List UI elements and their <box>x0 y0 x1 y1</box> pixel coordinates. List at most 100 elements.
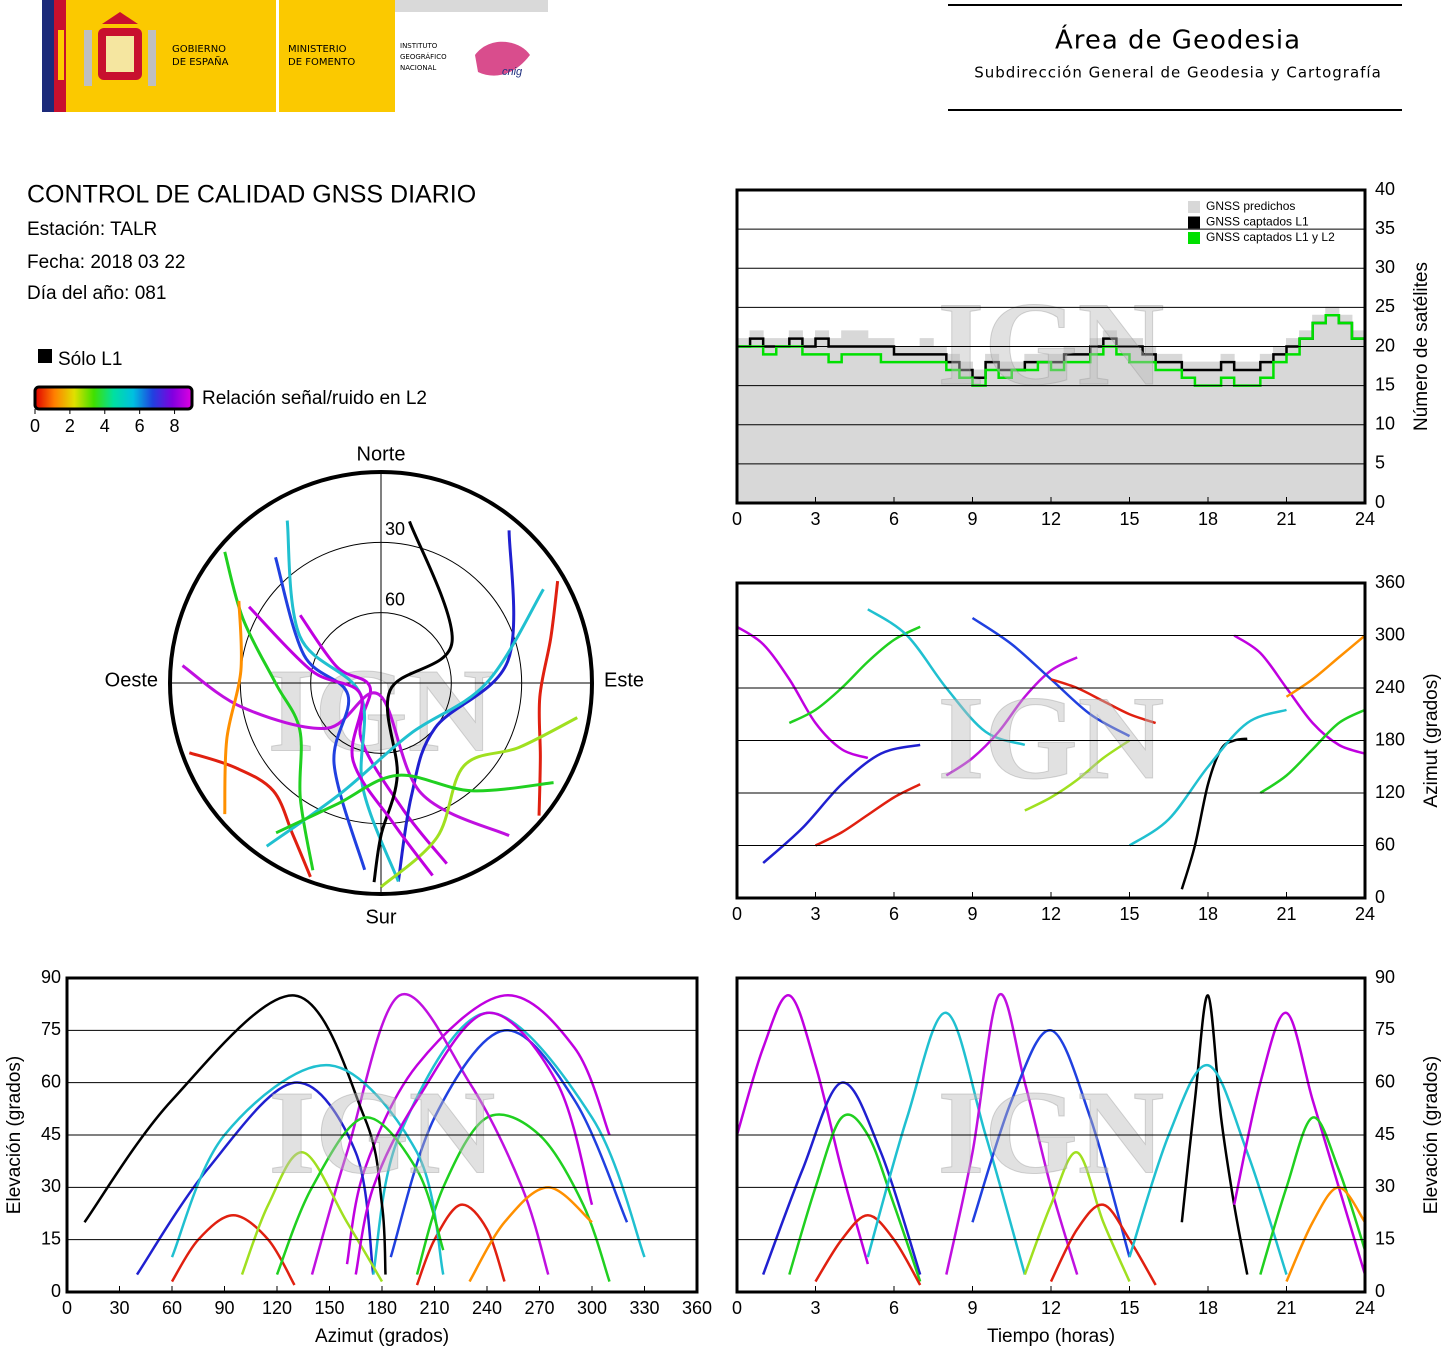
legend-swatch <box>1188 201 1200 213</box>
x-tick-label: 330 <box>629 1298 659 1318</box>
area-title: Área de Geodesia <box>1055 24 1301 56</box>
satellite-track <box>1259 708 1365 795</box>
y-tick-label: 15 <box>41 1228 61 1248</box>
x-tick-label: 18 <box>1198 1298 1218 1318</box>
satellite-track <box>737 994 870 1265</box>
x-tick-label: 150 <box>314 1298 344 1318</box>
legend-swatch <box>1188 232 1200 244</box>
watermark: IGN <box>938 671 1165 804</box>
satellite-track <box>223 600 243 815</box>
tracks <box>181 520 578 889</box>
plot-frame <box>735 188 1367 505</box>
x-tick-label: 0 <box>62 1298 72 1318</box>
satellite-track <box>298 614 448 865</box>
y-tick-label: 60 <box>1375 834 1395 854</box>
satellite-track <box>1285 634 1365 698</box>
day-of-year: Día del año: 081 <box>27 283 166 304</box>
series-line <box>737 313 1365 387</box>
colorbar-tick-label: 6 <box>135 416 145 436</box>
watermark: IGN <box>938 277 1165 410</box>
x-tick-label: 120 <box>262 1298 292 1318</box>
satellite-track <box>415 1203 506 1286</box>
y-tick-label: 45 <box>41 1124 61 1144</box>
x-tick-label: 210 <box>419 1298 449 1318</box>
x-tick-label: 18 <box>1198 904 1218 924</box>
direction-label: Oeste <box>105 669 158 691</box>
plot-frame <box>735 581 1367 900</box>
y-tick-label: 75 <box>41 1019 61 1039</box>
colorbar-tick-label: 8 <box>170 416 180 436</box>
x-tick-label: 21 <box>1276 1298 1296 1318</box>
y-axis-label: Número de satélites <box>1411 262 1432 431</box>
y-tick-label: 35 <box>1375 218 1395 238</box>
y-tick-label: 30 <box>41 1176 61 1196</box>
direction-label: Este <box>604 669 644 691</box>
y-axis-label: Azimut (grados) <box>1421 673 1442 807</box>
x-tick-label: 21 <box>1276 904 1296 924</box>
plot-area <box>737 608 1365 890</box>
colorbar-label: Relación señal/ruido en L2 <box>202 388 427 409</box>
watermark: IGN <box>269 1066 496 1199</box>
r-tick-label: 60 <box>385 589 405 609</box>
satellite-track <box>537 580 560 816</box>
y-tick-label: 60 <box>41 1071 61 1091</box>
plot-frame <box>65 976 699 1294</box>
satellite-track <box>737 625 869 760</box>
station: Estación: TALR <box>27 219 157 240</box>
x-tick-label: 15 <box>1119 904 1139 924</box>
x-tick-label: 15 <box>1119 1298 1139 1318</box>
x-tick-label: 9 <box>967 509 977 529</box>
satellite-track <box>761 1081 922 1275</box>
satellite-track <box>1024 739 1131 812</box>
satellite-track <box>468 1186 593 1283</box>
x-tick-label: 9 <box>967 1298 977 1318</box>
y-tick-label: 45 <box>1375 1124 1395 1144</box>
x-tick-label: 0 <box>732 509 742 529</box>
satellite-track <box>354 1011 594 1275</box>
r-tick-label: 30 <box>385 519 405 539</box>
x-tick-label: 24 <box>1355 509 1375 529</box>
x-tick-label: 0 <box>732 904 742 924</box>
x-tick-label: 6 <box>889 509 899 529</box>
satellite-track <box>380 716 578 889</box>
direction-label: Norte <box>357 443 406 465</box>
satellite-track <box>1128 1063 1288 1275</box>
ministry-label: MINISTERIO <box>288 44 347 55</box>
y-tick-label: 30 <box>1375 1176 1395 1196</box>
satellite-track <box>83 994 387 1275</box>
y-tick-label: 40 <box>1375 179 1395 199</box>
plot-frame <box>735 976 1367 1294</box>
y-tick-label: 20 <box>1375 335 1395 355</box>
gov-label: GOBIERNO <box>172 44 226 55</box>
satellite-track <box>945 656 1078 777</box>
y-tick-label: 240 <box>1375 677 1405 697</box>
satellite-track <box>1180 737 1248 890</box>
x-axis-label: Azimut (grados) <box>315 1326 449 1347</box>
government-logo <box>42 0 548 112</box>
x-tick-label: 18 <box>1198 509 1218 529</box>
satellite-track <box>415 1113 611 1282</box>
x-tick-label: 90 <box>214 1298 234 1318</box>
ministry-label: DE FOMENTO <box>288 57 355 68</box>
y-tick-label: 180 <box>1375 729 1405 749</box>
x-tick-label: 24 <box>1355 1298 1375 1318</box>
cnig-label: cnig <box>502 66 523 78</box>
satellite-track <box>396 530 516 882</box>
y-tick-label: 75 <box>1375 1019 1395 1039</box>
satellite-track <box>265 588 545 848</box>
satellite-track <box>1259 1116 1365 1275</box>
y-tick-label: 360 <box>1375 572 1405 592</box>
y-tick-label: 5 <box>1375 453 1385 473</box>
y-axis-label: Elevación (grados) <box>4 1056 25 1214</box>
y-tick-label: 30 <box>1375 257 1395 277</box>
satellite-track <box>372 520 454 883</box>
x-tick-label: 15 <box>1119 509 1139 529</box>
satellite-track <box>1232 1011 1365 1275</box>
legend-label: GNSS captados L1 y L2 <box>1206 230 1335 244</box>
x-tick-label: 300 <box>577 1298 607 1318</box>
direction-label: Sur <box>365 906 396 928</box>
x-tick-label: 12 <box>1041 509 1061 529</box>
satellite-track <box>170 1063 445 1275</box>
x-tick-label: 360 <box>682 1298 712 1318</box>
